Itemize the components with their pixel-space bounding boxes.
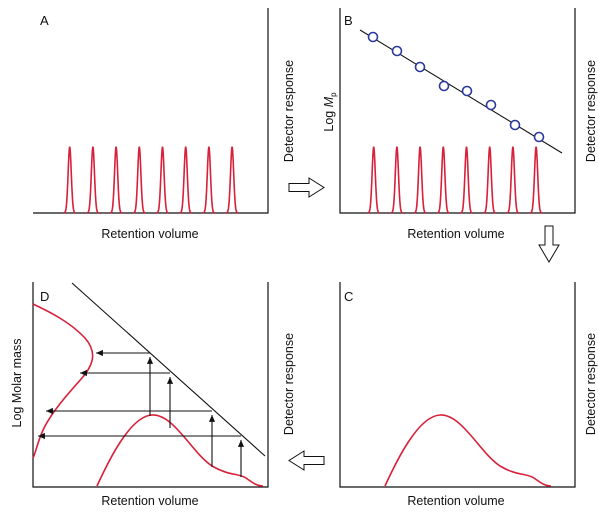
arrow-right-icon (288, 177, 325, 198)
calibration-point (509, 119, 521, 131)
calibration-points (367, 31, 545, 143)
panel-a-letter: A (40, 13, 49, 28)
arrow-down-icon (538, 225, 560, 263)
calibration-point (438, 80, 450, 92)
panel-b-peaks (367, 146, 543, 214)
panel-c-distribution-curve (384, 414, 552, 487)
panel-d-calibration-line (71, 282, 266, 457)
panel-b-ylabel-right: Detector response (584, 60, 598, 162)
calibration-point (367, 31, 379, 43)
panel-d-xlabel: Retention volume (101, 494, 198, 508)
panel-b-axes (339, 8, 576, 214)
projection-arrows-horizontal (38, 349, 241, 440)
panel-a: A Retention volume Detector response (33, 8, 296, 241)
panel-b-ylabel-log: Log (322, 107, 336, 131)
panel-d-axes (32, 282, 269, 488)
calibration-point (391, 45, 403, 57)
panel-b-letter: B (344, 13, 353, 28)
panel-a-ylabel-right: Detector response (282, 60, 296, 162)
panel-d-letter: D (40, 289, 49, 304)
panel-c-ylabel-right: Detector response (584, 333, 598, 435)
panel-b: B Retention volume Detector response Log… (322, 8, 598, 241)
panel-c: C Retention volume Detector response (339, 282, 598, 508)
calibration-point (485, 99, 497, 111)
panel-b-ylabel-m: M (322, 96, 336, 107)
calibration-line (359, 29, 563, 154)
panel-d-distribution-curve (96, 414, 264, 487)
calibration-point (533, 131, 545, 143)
arrow-left-icon (288, 450, 325, 471)
projection-arrows-vertical (146, 357, 245, 477)
panel-c-axes (339, 282, 576, 488)
panel-d: D Retention volume Detector response Log… (10, 282, 296, 508)
panel-d-molar-mass-distribution (32, 303, 94, 459)
panel-b-ylabel-sub: p (329, 92, 338, 97)
panel-d-ylabel-right: Detector response (282, 333, 296, 435)
panel-a-xlabel: Retention volume (101, 227, 198, 241)
panel-d-ylabel-left: Log Molar mass (10, 339, 24, 428)
panel-b-xlabel: Retention volume (407, 227, 504, 241)
panel-c-letter: C (344, 289, 353, 304)
calibration-point (461, 85, 473, 97)
calibration-point (414, 61, 426, 73)
panel-a-peaks (63, 146, 239, 214)
panel-b-ylabel-left: Log Mp (322, 92, 338, 132)
panel-c-xlabel: Retention volume (407, 494, 504, 508)
